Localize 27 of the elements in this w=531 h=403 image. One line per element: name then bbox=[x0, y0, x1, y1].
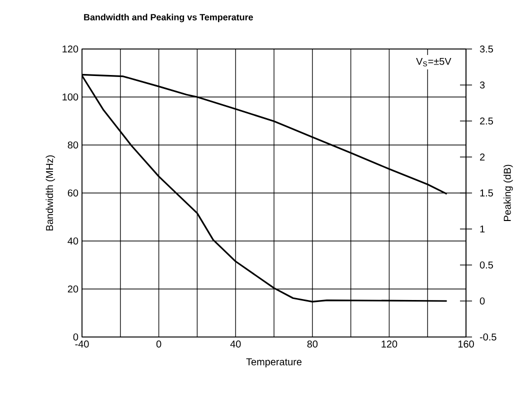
annotation: V$_{S}$=±5V bbox=[416, 58, 452, 66]
y-tick-label: 60 bbox=[68, 189, 78, 197]
y2-tick-label: 3 bbox=[480, 81, 485, 89]
x-tick-label: -40 bbox=[75, 340, 89, 348]
y-tick-label: 0 bbox=[73, 333, 78, 341]
y2-tick-label: 2 bbox=[480, 154, 485, 160]
y2-tick-label: 0.5 bbox=[480, 261, 493, 269]
y-tick-label: 40 bbox=[68, 237, 78, 245]
y2-tick-label: 2.5 bbox=[480, 117, 493, 125]
x-tick-label: 120 bbox=[382, 340, 398, 348]
x-tick-label: 0 bbox=[156, 340, 162, 348]
y-axis-title: Bandwidth (MHz) bbox=[46, 155, 56, 230]
x-axis-title: Temperature bbox=[246, 358, 302, 368]
x-tick-label: 80 bbox=[307, 340, 318, 348]
y-tick-label: 20 bbox=[68, 285, 78, 293]
chart-title: Bandwidth and Peaking vs Temperature bbox=[84, 14, 253, 22]
y2-tick-label: -0.5 bbox=[480, 333, 496, 341]
y2-tick-label: 0 bbox=[480, 297, 485, 305]
y2-tick-label: 1.5 bbox=[480, 190, 493, 196]
y-tick-label: 100 bbox=[62, 93, 78, 101]
y-tick-label: 120 bbox=[62, 45, 78, 53]
y-tick-label: 80 bbox=[68, 141, 78, 149]
y2-tick-label: 3.5 bbox=[480, 45, 493, 53]
y2-tick-label: 1 bbox=[480, 226, 485, 232]
x-tick-label: 40 bbox=[230, 340, 241, 348]
y2-axis-title: Peaking (dB) bbox=[504, 164, 513, 221]
x-tick-label: 160 bbox=[458, 340, 474, 348]
